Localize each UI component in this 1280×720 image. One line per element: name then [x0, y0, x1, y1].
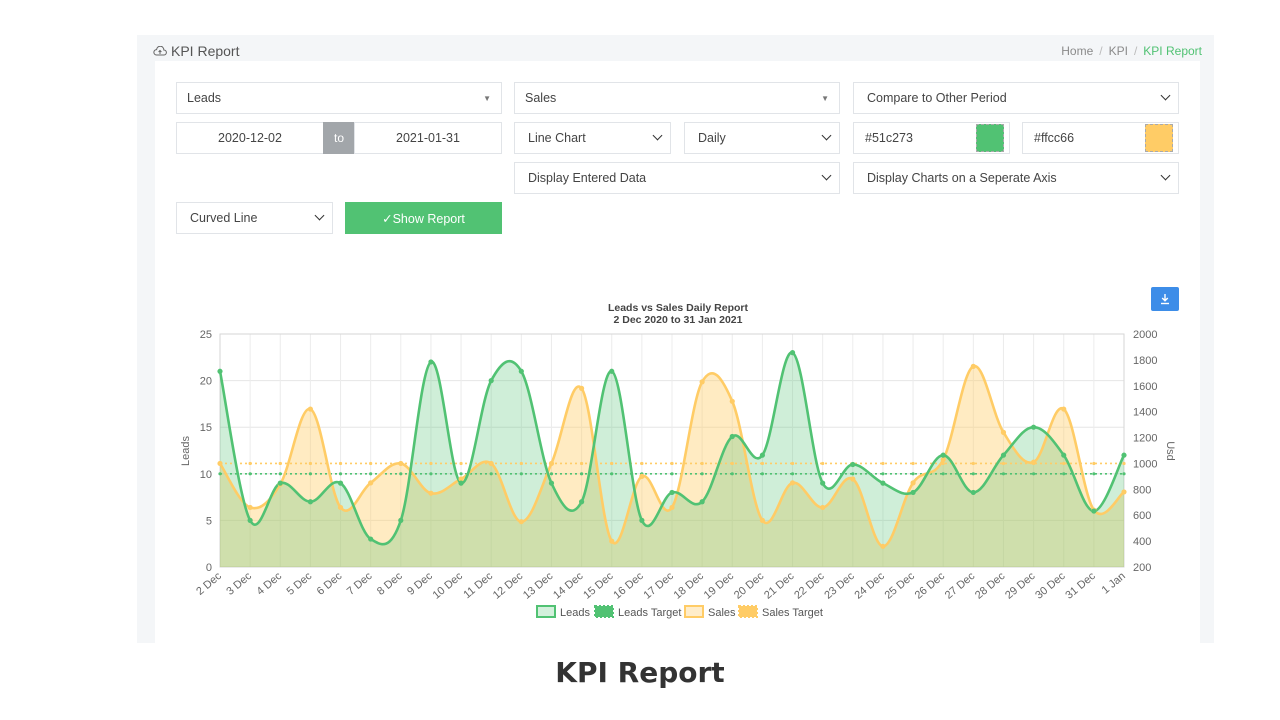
chevron-down-icon [821, 170, 832, 181]
interval-select[interactable]: Daily [684, 122, 840, 154]
color2-swatch[interactable] [1145, 124, 1173, 152]
line-style-value: Curved Line [190, 211, 258, 225]
page-title-text: KPI Report [171, 43, 240, 59]
color1-swatch[interactable] [976, 124, 1004, 152]
chevron-down-icon [821, 130, 832, 141]
breadcrumb-current: KPI Report [1143, 44, 1202, 58]
caption: KPI Report [555, 656, 725, 689]
breadcrumb-kpi[interactable]: KPI [1108, 44, 1128, 58]
metric1-value: Leads [187, 91, 222, 105]
metric1-select[interactable]: Leads ▼ [176, 82, 502, 114]
chart-type-value: Line Chart [528, 131, 586, 145]
date-from-value: 2020-12-02 [218, 131, 282, 145]
line-style-select[interactable]: Curved Line [176, 202, 333, 234]
compare-select[interactable]: Compare to Other Period [853, 82, 1179, 114]
date-range-separator: to [323, 122, 355, 154]
caret-down-icon: ▼ [821, 94, 829, 103]
cloud-upload-icon [153, 46, 167, 56]
page-title: KPI Report [153, 43, 239, 59]
breadcrumb-separator: / [1099, 44, 1103, 58]
chevron-down-icon [1160, 170, 1171, 181]
breadcrumb: Home / KPI / KPI Report [1061, 44, 1202, 58]
date-to-input[interactable]: 2021-01-31 [354, 122, 502, 154]
display-data-value: Display Entered Data [528, 171, 647, 185]
metric2-select[interactable]: Sales ▼ [514, 82, 840, 114]
compare-value: Compare to Other Period [867, 91, 1007, 105]
axis-mode-value: Display Charts on a Seperate Axis [867, 171, 1057, 185]
chevron-down-icon [1160, 90, 1171, 101]
color2-value: #ffcc66 [1034, 131, 1075, 145]
download-icon [1161, 294, 1169, 305]
date-to-value: 2021-01-31 [396, 131, 460, 145]
chevron-down-icon [314, 210, 325, 221]
axis-mode-select[interactable]: Display Charts on a Seperate Axis [853, 162, 1179, 194]
interval-value: Daily [698, 131, 726, 145]
display-data-select[interactable]: Display Entered Data [514, 162, 840, 194]
page-header: KPI Report Home / KPI / KPI Report [137, 35, 1214, 65]
chart-panel [155, 267, 1200, 643]
breadcrumb-home[interactable]: Home [1061, 44, 1094, 58]
date-from-input[interactable]: 2020-12-02 [176, 122, 324, 154]
color1-value: #51c273 [865, 131, 913, 145]
show-report-button[interactable]: ✓Show Report [345, 202, 502, 234]
chevron-down-icon [652, 130, 663, 141]
chart-type-select[interactable]: Line Chart [514, 122, 671, 154]
download-button[interactable] [1151, 287, 1179, 311]
metric2-value: Sales [525, 91, 557, 105]
caret-down-icon: ▼ [483, 94, 491, 103]
breadcrumb-separator: / [1133, 44, 1138, 58]
